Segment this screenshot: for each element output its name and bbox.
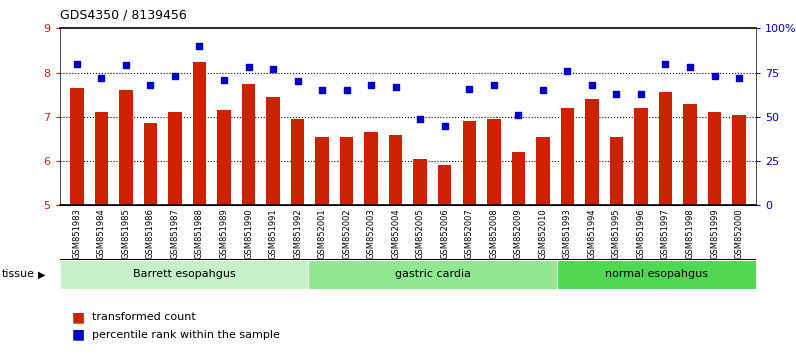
Text: GSM851983: GSM851983 xyxy=(72,208,81,259)
Bar xyxy=(144,124,157,205)
Text: GSM852003: GSM852003 xyxy=(367,208,376,259)
Bar xyxy=(168,113,181,205)
Bar xyxy=(610,137,623,205)
Text: GSM851996: GSM851996 xyxy=(637,208,646,259)
Bar xyxy=(267,97,280,205)
Text: GSM851993: GSM851993 xyxy=(563,208,572,259)
Point xyxy=(193,43,206,49)
Point xyxy=(684,64,696,70)
Bar xyxy=(315,137,329,205)
Text: percentile rank within the sample: percentile rank within the sample xyxy=(92,330,279,339)
Point xyxy=(732,75,745,81)
Text: GSM852002: GSM852002 xyxy=(342,208,351,259)
Bar xyxy=(389,135,403,205)
Text: GSM851999: GSM851999 xyxy=(710,208,719,259)
Point xyxy=(340,87,353,93)
Point xyxy=(414,116,427,121)
Text: GSM851997: GSM851997 xyxy=(661,208,670,259)
Bar xyxy=(487,119,501,205)
Bar xyxy=(732,115,746,205)
Text: GSM851990: GSM851990 xyxy=(244,208,253,259)
Point xyxy=(144,82,157,88)
Bar xyxy=(119,90,133,205)
Text: GSM851989: GSM851989 xyxy=(220,208,228,259)
Point xyxy=(708,73,721,79)
Text: GDS4350 / 8139456: GDS4350 / 8139456 xyxy=(60,9,186,22)
Text: GSM851986: GSM851986 xyxy=(146,208,155,259)
Bar xyxy=(683,104,696,205)
Text: GSM852006: GSM852006 xyxy=(440,208,449,259)
Text: GSM851994: GSM851994 xyxy=(587,208,596,259)
Bar xyxy=(462,121,476,205)
Point xyxy=(242,64,255,70)
Point xyxy=(610,91,622,97)
Bar xyxy=(340,137,353,205)
Point xyxy=(659,61,672,67)
Point xyxy=(537,87,549,93)
Point xyxy=(439,123,451,129)
Text: GSM851988: GSM851988 xyxy=(195,208,204,259)
Point xyxy=(487,82,500,88)
Bar xyxy=(365,132,378,205)
Bar xyxy=(242,84,256,205)
Bar xyxy=(413,159,427,205)
Text: ■: ■ xyxy=(72,327,84,342)
Text: GSM851984: GSM851984 xyxy=(97,208,106,259)
Point xyxy=(512,112,525,118)
Bar xyxy=(438,166,451,205)
Bar xyxy=(585,99,599,205)
Bar xyxy=(60,260,308,289)
Text: Barrett esopahgus: Barrett esopahgus xyxy=(133,269,236,279)
Point xyxy=(634,91,647,97)
Text: tissue: tissue xyxy=(2,269,34,279)
Point xyxy=(217,77,230,82)
Text: GSM852008: GSM852008 xyxy=(490,208,498,259)
Point xyxy=(169,73,181,79)
Text: normal esopahgus: normal esopahgus xyxy=(605,269,708,279)
Bar xyxy=(308,260,557,289)
Text: GSM851995: GSM851995 xyxy=(612,208,621,259)
Bar xyxy=(193,62,206,205)
Bar xyxy=(95,113,108,205)
Text: GSM852004: GSM852004 xyxy=(391,208,400,259)
Text: GSM852000: GSM852000 xyxy=(735,208,743,259)
Point xyxy=(389,84,402,90)
Text: GSM851985: GSM851985 xyxy=(122,208,131,259)
Point xyxy=(291,79,304,84)
Text: GSM852005: GSM852005 xyxy=(416,208,425,259)
Point xyxy=(463,86,476,91)
Text: GSM851998: GSM851998 xyxy=(685,208,694,259)
Text: GSM852009: GSM852009 xyxy=(513,208,523,259)
Text: GSM852001: GSM852001 xyxy=(318,208,326,259)
Text: ■: ■ xyxy=(72,310,84,324)
Bar xyxy=(291,119,304,205)
Bar xyxy=(536,137,549,205)
Bar xyxy=(70,88,84,205)
Bar xyxy=(659,92,672,205)
Text: gastric cardia: gastric cardia xyxy=(395,269,470,279)
Point xyxy=(586,82,599,88)
Text: GSM851992: GSM851992 xyxy=(293,208,302,259)
Text: GSM852007: GSM852007 xyxy=(465,208,474,259)
Text: GSM851991: GSM851991 xyxy=(268,208,278,259)
Point xyxy=(365,82,377,88)
Text: GSM852010: GSM852010 xyxy=(538,208,548,259)
Text: transformed count: transformed count xyxy=(92,312,195,322)
Bar xyxy=(557,260,756,289)
Bar xyxy=(560,108,574,205)
Text: ▶: ▶ xyxy=(38,269,45,279)
Bar xyxy=(708,113,721,205)
Point xyxy=(95,75,107,81)
Point xyxy=(316,87,329,93)
Point xyxy=(71,61,84,67)
Point xyxy=(267,66,279,72)
Bar xyxy=(512,152,525,205)
Bar xyxy=(217,110,231,205)
Point xyxy=(561,68,574,74)
Bar xyxy=(634,108,648,205)
Point xyxy=(119,63,132,68)
Text: GSM851987: GSM851987 xyxy=(170,208,179,259)
